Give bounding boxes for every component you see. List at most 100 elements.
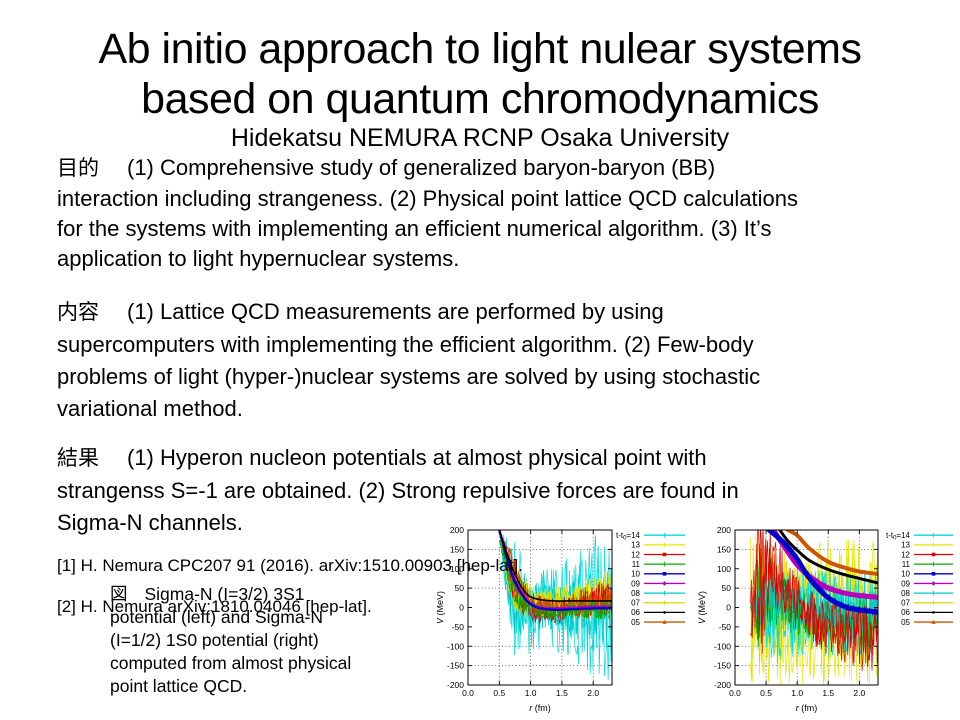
reference-2: [2] H. Nemura arXiv:1810.04046 [hep-lat]…: [57, 597, 372, 616]
svg-text:-100: -100: [714, 641, 731, 651]
svg-text:200: 200: [717, 526, 731, 535]
series-12: [750, 530, 878, 671]
svg-text:09: 09: [901, 579, 910, 588]
section-content-line-3: problems of light (hyper-)nuclear system…: [57, 364, 761, 389]
svg-text:12: 12: [631, 550, 640, 559]
section-purpose: 目的 (1) Comprehensive study of generalized…: [57, 153, 917, 274]
svg-text:08: 08: [901, 589, 910, 598]
section-purpose-line-1: 目的 (1) Comprehensive study of generalized…: [57, 153, 917, 184]
author-line: Hidekatsu NEMURA RCNP Osaka University: [230, 124, 730, 152]
svg-text:10: 10: [631, 570, 640, 579]
section-results-line-1: 結果 (1) Hyperon nucleon potentials at almo…: [57, 442, 917, 475]
figure-caption-line-5: point lattice QCD.: [110, 676, 248, 696]
svg-text:0.5: 0.5: [760, 688, 772, 698]
svg-text:50: 50: [455, 583, 465, 593]
svg-text:06: 06: [631, 608, 640, 617]
section-purpose-line-4: application to light hypernuclear system…: [57, 246, 460, 271]
svg-text:2.0: 2.0: [587, 688, 599, 698]
svg-text:13: 13: [631, 541, 640, 550]
svg-text:200: 200: [450, 526, 464, 535]
section-content: 内容 (1) Lattice QCD measurements are perfo…: [57, 296, 917, 425]
slide-title: Ab initio approach to light nulear syste…: [0, 24, 960, 124]
section-content-label: 内容: [57, 301, 99, 324]
svg-text:07: 07: [631, 599, 640, 608]
section-content-text: (1) Lattice QCD measurements are perform…: [127, 299, 664, 324]
svg-text:1.0: 1.0: [525, 688, 537, 698]
svg-text:50: 50: [722, 583, 732, 593]
svg-text:0: 0: [726, 603, 731, 613]
section-purpose-label: 目的: [57, 157, 99, 180]
y-axis-label: V (MeV): [698, 591, 707, 624]
svg-text:13: 13: [901, 541, 910, 550]
section-results-line-2: strangenss S=-1 are obtained. (2) Strong…: [57, 478, 739, 503]
svg-text:t-t0=14: t-t0=14: [886, 531, 911, 542]
svg-text:0.0: 0.0: [462, 688, 474, 698]
svg-text:11: 11: [632, 560, 641, 569]
section-results-line-3: Sigma-N channels.: [57, 510, 243, 535]
references: [1] H. Nemura CPC207 91 (2016). arXiv:15…: [57, 556, 523, 638]
x-axis-label: r (fm): [796, 703, 818, 713]
svg-text:11: 11: [902, 560, 911, 569]
series-area: [498, 530, 612, 680]
svg-text:0.0: 0.0: [729, 688, 741, 698]
figure-caption-line-4: computed from almost physical: [110, 653, 352, 673]
series-10: [766, 530, 878, 616]
svg-text:100: 100: [450, 564, 464, 574]
title-line-2: based on quantum chromodynamics: [141, 75, 819, 123]
svg-text:10: 10: [901, 570, 910, 579]
figure-caption-label: 図: [110, 584, 128, 604]
svg-text:08: 08: [631, 589, 640, 598]
svg-text:-100: -100: [447, 641, 464, 651]
svg-text:-200: -200: [447, 680, 464, 690]
reference-1: [1] H. Nemura CPC207 91 (2016). arXiv:15…: [57, 556, 523, 575]
section-results: 結果 (1) Hyperon nucleon potentials at almo…: [57, 442, 917, 539]
svg-text:0: 0: [459, 603, 464, 613]
svg-text:12: 12: [901, 550, 910, 559]
svg-text:09: 09: [631, 579, 640, 588]
section-results-label: 結果: [57, 447, 99, 470]
svg-text:05: 05: [901, 618, 910, 627]
title-line-1: Ab initio approach to light nulear syste…: [98, 25, 862, 73]
svg-text:1.5: 1.5: [822, 688, 834, 698]
section-purpose-line-2: interaction including strangeness. (2) P…: [57, 186, 799, 211]
figure-caption-line-2: potential (left) and Sigma-N: [110, 607, 324, 627]
series-area: [750, 530, 878, 685]
series-09: [771, 530, 878, 600]
svg-text:1.0: 1.0: [791, 688, 803, 698]
series-05: [785, 530, 878, 577]
svg-text:06: 06: [901, 608, 910, 617]
svg-text:0.5: 0.5: [493, 688, 505, 698]
svg-text:05: 05: [631, 618, 640, 627]
svg-text:-50: -50: [719, 622, 732, 632]
svg-text:-150: -150: [447, 661, 464, 671]
svg-text:150: 150: [450, 544, 464, 554]
section-content-line-1: 内容 (1) Lattice QCD measurements are perfo…: [57, 296, 917, 329]
svg-text:07: 07: [901, 599, 910, 608]
svg-text:150: 150: [717, 544, 731, 554]
svg-text:2.0: 2.0: [853, 688, 865, 698]
svg-text:-150: -150: [714, 661, 731, 671]
figure-caption-line-1: 図 Sigma-N (I=3/2) 3S1: [110, 584, 305, 604]
x-axis-label: r (fm): [529, 703, 551, 713]
section-content-line-2: supercomputers with implementing the eff…: [57, 332, 754, 357]
figure-sigma-n-3s1-plot: 200 150 100 50 0 -50 -100 -150 -200 0.0 0.5 1.0 1.5 2…: [437, 526, 690, 720]
figure-sigma-n-1s0-plot: 200 150 100 50 0 -50 -100 -150 -200 0.0 0.5 1.0 1.5 2…: [698, 526, 960, 720]
figure-caption-line-3: (I=1/2) 1S0 potential (right): [110, 630, 319, 650]
series-06: [778, 530, 878, 585]
section-content-line-4: variational method.: [57, 396, 243, 421]
section-results-text: (1) Hyperon nucleon potentials at almost…: [127, 445, 707, 470]
section-purpose-line-3: for the systems with implementing an eff…: [57, 216, 772, 241]
figure-caption: 図 Sigma-N (I=3/2) 3S1 potential (left) an…: [110, 583, 410, 698]
y-axis-label: V (MeV): [437, 591, 445, 624]
series-06: [498, 530, 612, 602]
svg-text:-50: -50: [452, 622, 465, 632]
series-10: [498, 530, 612, 612]
svg-text:-200: -200: [714, 680, 731, 690]
